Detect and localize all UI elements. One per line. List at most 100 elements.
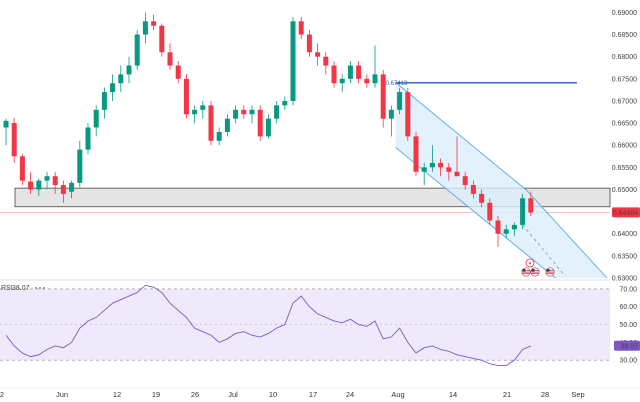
candle-body — [77, 149, 83, 183]
us-flag-canton — [531, 269, 535, 272]
candle-body — [60, 185, 66, 194]
rsi-value-badge-label: 38.07 — [620, 343, 638, 350]
candle-body — [167, 52, 173, 66]
x-tick-label: 28 — [541, 390, 549, 399]
candle-body — [462, 176, 468, 186]
candle-body — [257, 109, 263, 137]
candle-body — [438, 162, 444, 168]
price-tick-label: 0.65000 — [612, 187, 637, 194]
x-tick-label: 10 — [269, 390, 277, 399]
candle-body — [282, 100, 288, 106]
price-tick-label: 0.63500 — [612, 253, 637, 260]
candle-body — [265, 118, 271, 137]
candle-body — [216, 131, 222, 141]
candle-body — [208, 105, 214, 141]
candle-body — [36, 180, 42, 190]
candle-body — [192, 109, 198, 115]
candle-body — [28, 181, 34, 190]
price-tick-label: 0.65500 — [612, 165, 637, 172]
candle-body — [331, 65, 337, 84]
price-tick-label: 0.68500 — [612, 32, 637, 39]
candle-body — [101, 92, 107, 110]
candle-body — [134, 34, 140, 66]
rsi-legend-menu-dot — [39, 287, 41, 289]
candle-body — [454, 171, 460, 177]
candle-body — [290, 21, 296, 101]
candle-body — [233, 109, 239, 119]
candle-body — [110, 83, 116, 93]
candle-body — [142, 21, 148, 35]
candle-body — [274, 105, 280, 119]
channel-fill — [395, 82, 607, 278]
price-tick-label: 0.69000 — [612, 10, 637, 17]
candle-body — [224, 118, 230, 132]
x-tick-label: 24 — [346, 390, 354, 399]
channel-projection-line — [522, 224, 566, 277]
candle-body — [298, 21, 304, 35]
candle-body — [429, 162, 435, 168]
resistance-label: 0.67413 — [386, 81, 408, 87]
us-flag-event — [521, 267, 531, 277]
us-flag-canton — [522, 269, 526, 272]
candle-body — [85, 127, 91, 150]
rsi-tick-label: 30.00 — [619, 358, 637, 365]
candle-body — [151, 21, 157, 26]
rsi-legend-value: 38.07 — [12, 285, 30, 292]
x-tick-label: 12 — [113, 390, 121, 399]
x-tick-label: Aug — [391, 390, 404, 399]
us-flag-event — [545, 267, 555, 277]
candle-body — [495, 220, 501, 234]
price-tick-label: 0.68000 — [612, 54, 637, 61]
price-tick-label: 0.66000 — [612, 143, 637, 150]
candle-body — [528, 198, 534, 213]
candle-body — [421, 167, 427, 172]
candle-body — [241, 109, 247, 115]
rsi-tick-label: 60.00 — [619, 304, 637, 311]
candle-body — [200, 105, 206, 110]
candle-body — [315, 52, 321, 57]
x-tick-label: 2 — [0, 390, 4, 399]
price-tick-label: 0.66500 — [612, 121, 637, 128]
candle-body — [44, 176, 50, 181]
us-flag-canton — [546, 269, 550, 272]
candle-body — [93, 109, 99, 128]
x-tick-label: 19 — [152, 390, 160, 399]
channel-upper-line — [395, 82, 608, 279]
candle-body — [479, 193, 485, 203]
candle-body — [323, 56, 329, 66]
x-axis: 2 Jun 12 19 26 Jul 10 17 24 Aug 14 21 28 Sep — [0, 387, 640, 399]
rsi-tick-label: 50.00 — [619, 322, 637, 329]
candle-body — [388, 109, 394, 119]
candle-body — [470, 185, 476, 194]
candle-body — [347, 65, 353, 79]
candle-body — [405, 92, 411, 137]
candle-body — [52, 176, 58, 186]
candle-body — [175, 65, 181, 79]
rsi-line — [5, 284, 531, 366]
candle-body — [511, 224, 517, 230]
x-tick-label: Jun — [56, 390, 68, 399]
candle-body — [339, 78, 345, 84]
candle-body — [126, 65, 132, 75]
price-pane: 0.67413 0.69000 0.68500 0.68000 0.67500 0.670… — [0, 10, 640, 283]
candle-body — [356, 65, 362, 79]
x-tick-label: Jul — [228, 390, 238, 399]
candle-body — [11, 123, 17, 157]
candle-body — [3, 120, 9, 128]
x-tick-label: Sep — [571, 390, 584, 399]
candle-body — [487, 202, 493, 221]
candle-body — [183, 78, 189, 115]
candle-body — [520, 198, 526, 225]
candle-body — [69, 182, 75, 192]
rsi-value-badge — [614, 340, 640, 351]
candle-body — [249, 109, 255, 115]
rsi-legend-menu-dot — [35, 287, 37, 289]
rsi-legend-menu-dot — [43, 287, 45, 289]
candle-body — [446, 167, 452, 172]
price-tick-label: 0.67000 — [612, 98, 637, 105]
candle-body — [503, 229, 509, 234]
candle-body — [364, 78, 370, 84]
x-tick-label: 26 — [191, 390, 199, 399]
